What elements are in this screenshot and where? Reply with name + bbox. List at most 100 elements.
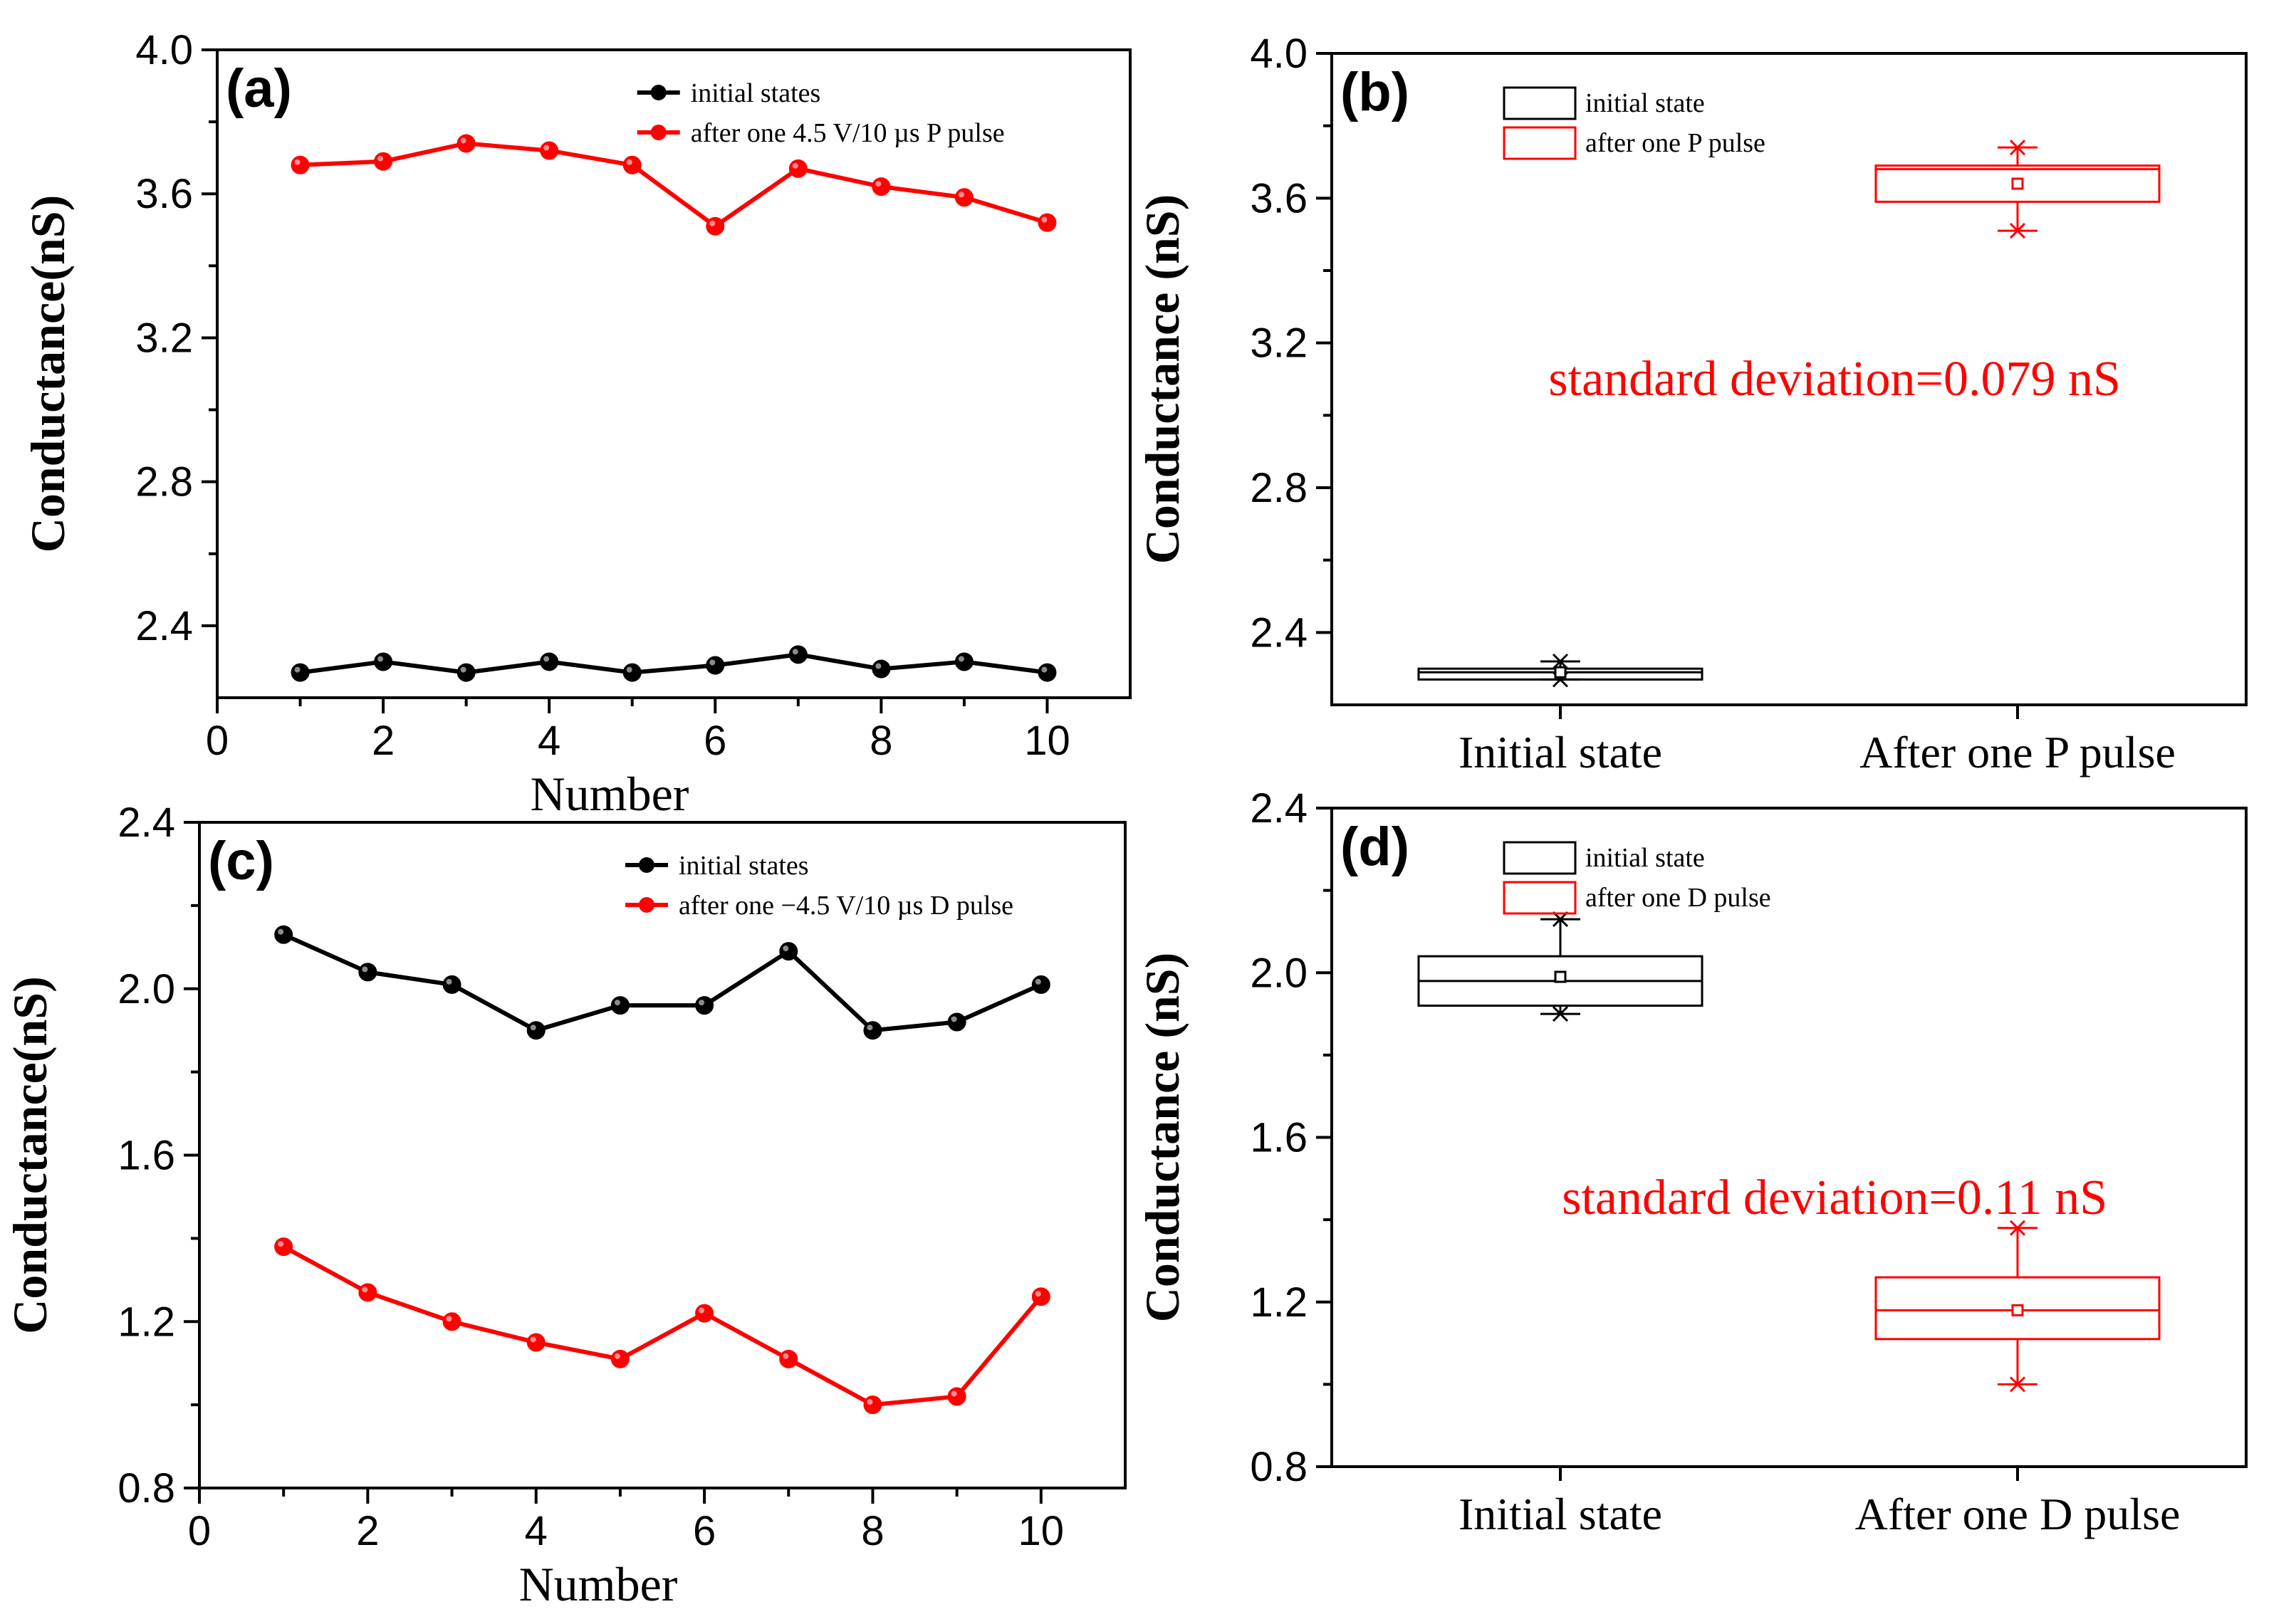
data-point-highlight bbox=[1041, 216, 1048, 223]
data-point-highlight bbox=[278, 1241, 284, 1247]
legend: initial states after one 4.5 V/10 µs P pu… bbox=[637, 78, 1005, 148]
legend-entry: after one D pulse bbox=[1585, 883, 1771, 913]
chart-panel-d: Initial state After one D pulse 0.8 1.2 1.6 2… bbox=[1135, 785, 2248, 1539]
data-point bbox=[291, 663, 310, 682]
box-1 bbox=[1874, 1220, 2161, 1393]
data-point-highlight bbox=[792, 649, 798, 655]
data-point bbox=[456, 134, 476, 153]
data-point bbox=[622, 155, 642, 174]
data-point bbox=[695, 1304, 714, 1323]
data-point-highlight bbox=[362, 1287, 368, 1293]
box-1 bbox=[1874, 140, 2161, 239]
data-point-highlight bbox=[1035, 1291, 1041, 1297]
data-point bbox=[358, 963, 377, 982]
data-point-highlight bbox=[530, 1025, 536, 1031]
y-tick-label: 2.4 bbox=[1250, 785, 1308, 832]
legend-swatch-box bbox=[1503, 126, 1577, 160]
data-point bbox=[540, 652, 559, 671]
x-tick-label: 0 bbox=[206, 718, 229, 764]
box-mean-marker bbox=[1554, 970, 1567, 983]
data-point-highlight bbox=[792, 162, 798, 169]
series-line-0 bbox=[282, 933, 1043, 1033]
legend-swatch-box bbox=[1503, 881, 1577, 915]
data-point-highlight bbox=[867, 1399, 873, 1405]
x-tick-label: After one P pulse bbox=[1859, 727, 2176, 777]
data-point-highlight bbox=[543, 656, 550, 662]
y-tick-label: 4.0 bbox=[1250, 31, 1308, 77]
y-tick-label: 3.2 bbox=[1250, 320, 1308, 367]
data-point-highlight bbox=[709, 659, 716, 666]
y-tick-label: 0.8 bbox=[118, 1465, 175, 1512]
data-point-highlight bbox=[875, 181, 882, 187]
y-axis-label: Conductance (nS) bbox=[1135, 953, 1189, 1323]
data-point bbox=[706, 656, 725, 675]
data-point bbox=[1038, 663, 1057, 682]
data-point bbox=[610, 1349, 630, 1368]
y-tick-label: 4.0 bbox=[135, 27, 193, 73]
data-point bbox=[954, 652, 974, 671]
box-extreme-marker bbox=[1552, 1005, 1569, 1022]
data-point bbox=[947, 1387, 966, 1406]
data-point-highlight bbox=[460, 666, 466, 673]
data-point bbox=[610, 996, 630, 1015]
data-point-highlight bbox=[1041, 666, 1048, 673]
data-point-highlight bbox=[958, 656, 964, 662]
y-tick-label: 1.6 bbox=[1250, 1115, 1308, 1161]
legend-swatch-box bbox=[1503, 86, 1577, 120]
data-point-highlight bbox=[867, 1025, 873, 1031]
y-tick-label: 2.8 bbox=[135, 459, 193, 505]
data-point-highlight bbox=[626, 159, 632, 165]
x-tick-label: 4 bbox=[525, 1508, 548, 1554]
panel-label: (c) bbox=[208, 831, 274, 891]
data-point bbox=[456, 663, 476, 682]
std-dev-annotation: standard deviation=0.079 nS bbox=[1548, 352, 2121, 407]
box-iqr bbox=[1874, 164, 2161, 203]
axes-frame bbox=[216, 48, 1132, 699]
panel-label: (d) bbox=[1340, 817, 1409, 877]
y-tick-label: 2.0 bbox=[118, 966, 175, 1012]
legend: initial state after one D pulse bbox=[1503, 841, 1771, 915]
x-tick-label: 4 bbox=[538, 718, 560, 764]
panel-label: (a) bbox=[226, 58, 292, 119]
data-point-highlight bbox=[951, 1390, 957, 1397]
y-tick-label: 3.6 bbox=[135, 171, 193, 217]
y-tick-label: 1.6 bbox=[118, 1133, 175, 1179]
data-point-highlight bbox=[278, 928, 284, 935]
box-extreme-marker bbox=[2009, 223, 2026, 239]
box-mean-marker bbox=[1554, 666, 1567, 679]
legend-entry: initial states bbox=[691, 78, 821, 108]
x-tick-label: After one D pulse bbox=[1855, 1489, 2181, 1539]
data-point-highlight bbox=[530, 1336, 536, 1343]
y-tick-label: 2.0 bbox=[1250, 950, 1308, 996]
data-point bbox=[863, 1395, 882, 1415]
legend-swatch-marker bbox=[650, 85, 667, 100]
box-extreme-marker bbox=[2009, 1376, 2026, 1393]
data-point bbox=[695, 996, 714, 1015]
x-axis-label: Number bbox=[531, 767, 689, 821]
data-point-highlight bbox=[614, 1000, 620, 1006]
y-tick-label: 1.2 bbox=[118, 1299, 175, 1345]
data-point-highlight bbox=[699, 1000, 705, 1006]
legend-entry: after one 4.5 V/10 µs P pulse bbox=[691, 118, 1005, 148]
data-point-highlight bbox=[614, 1353, 620, 1359]
chart-panel-c: 0 2 4 6 8 10 0.8 1.2 1.6 2.0 2.4 Conductance(nS) Num… bbox=[3, 800, 1127, 1611]
x-tick-label: 10 bbox=[1018, 1508, 1065, 1554]
x-tick-label: 8 bbox=[861, 1508, 884, 1554]
axes-frame bbox=[1330, 807, 2248, 1468]
series-line-1 bbox=[300, 141, 1048, 229]
data-point bbox=[947, 1012, 966, 1032]
box-0 bbox=[1417, 653, 1703, 688]
data-point bbox=[779, 942, 798, 961]
legend-entry: initial states bbox=[679, 851, 809, 881]
data-point bbox=[442, 975, 461, 994]
chart-panel-b: Initial state After one P pulse 2.4 2.8 3.2 3… bbox=[1135, 31, 2248, 777]
y-tick-label: 3.2 bbox=[135, 315, 193, 361]
legend-entry: initial state bbox=[1585, 843, 1705, 873]
data-point bbox=[622, 663, 642, 682]
box-0 bbox=[1417, 911, 1703, 1022]
legend-swatch-box bbox=[1503, 841, 1577, 875]
axes-frame bbox=[1330, 52, 2248, 706]
x-axis-label: Number bbox=[519, 1557, 678, 1611]
legend: initial states after one −4.5 V/10 µs D p… bbox=[625, 851, 1013, 921]
